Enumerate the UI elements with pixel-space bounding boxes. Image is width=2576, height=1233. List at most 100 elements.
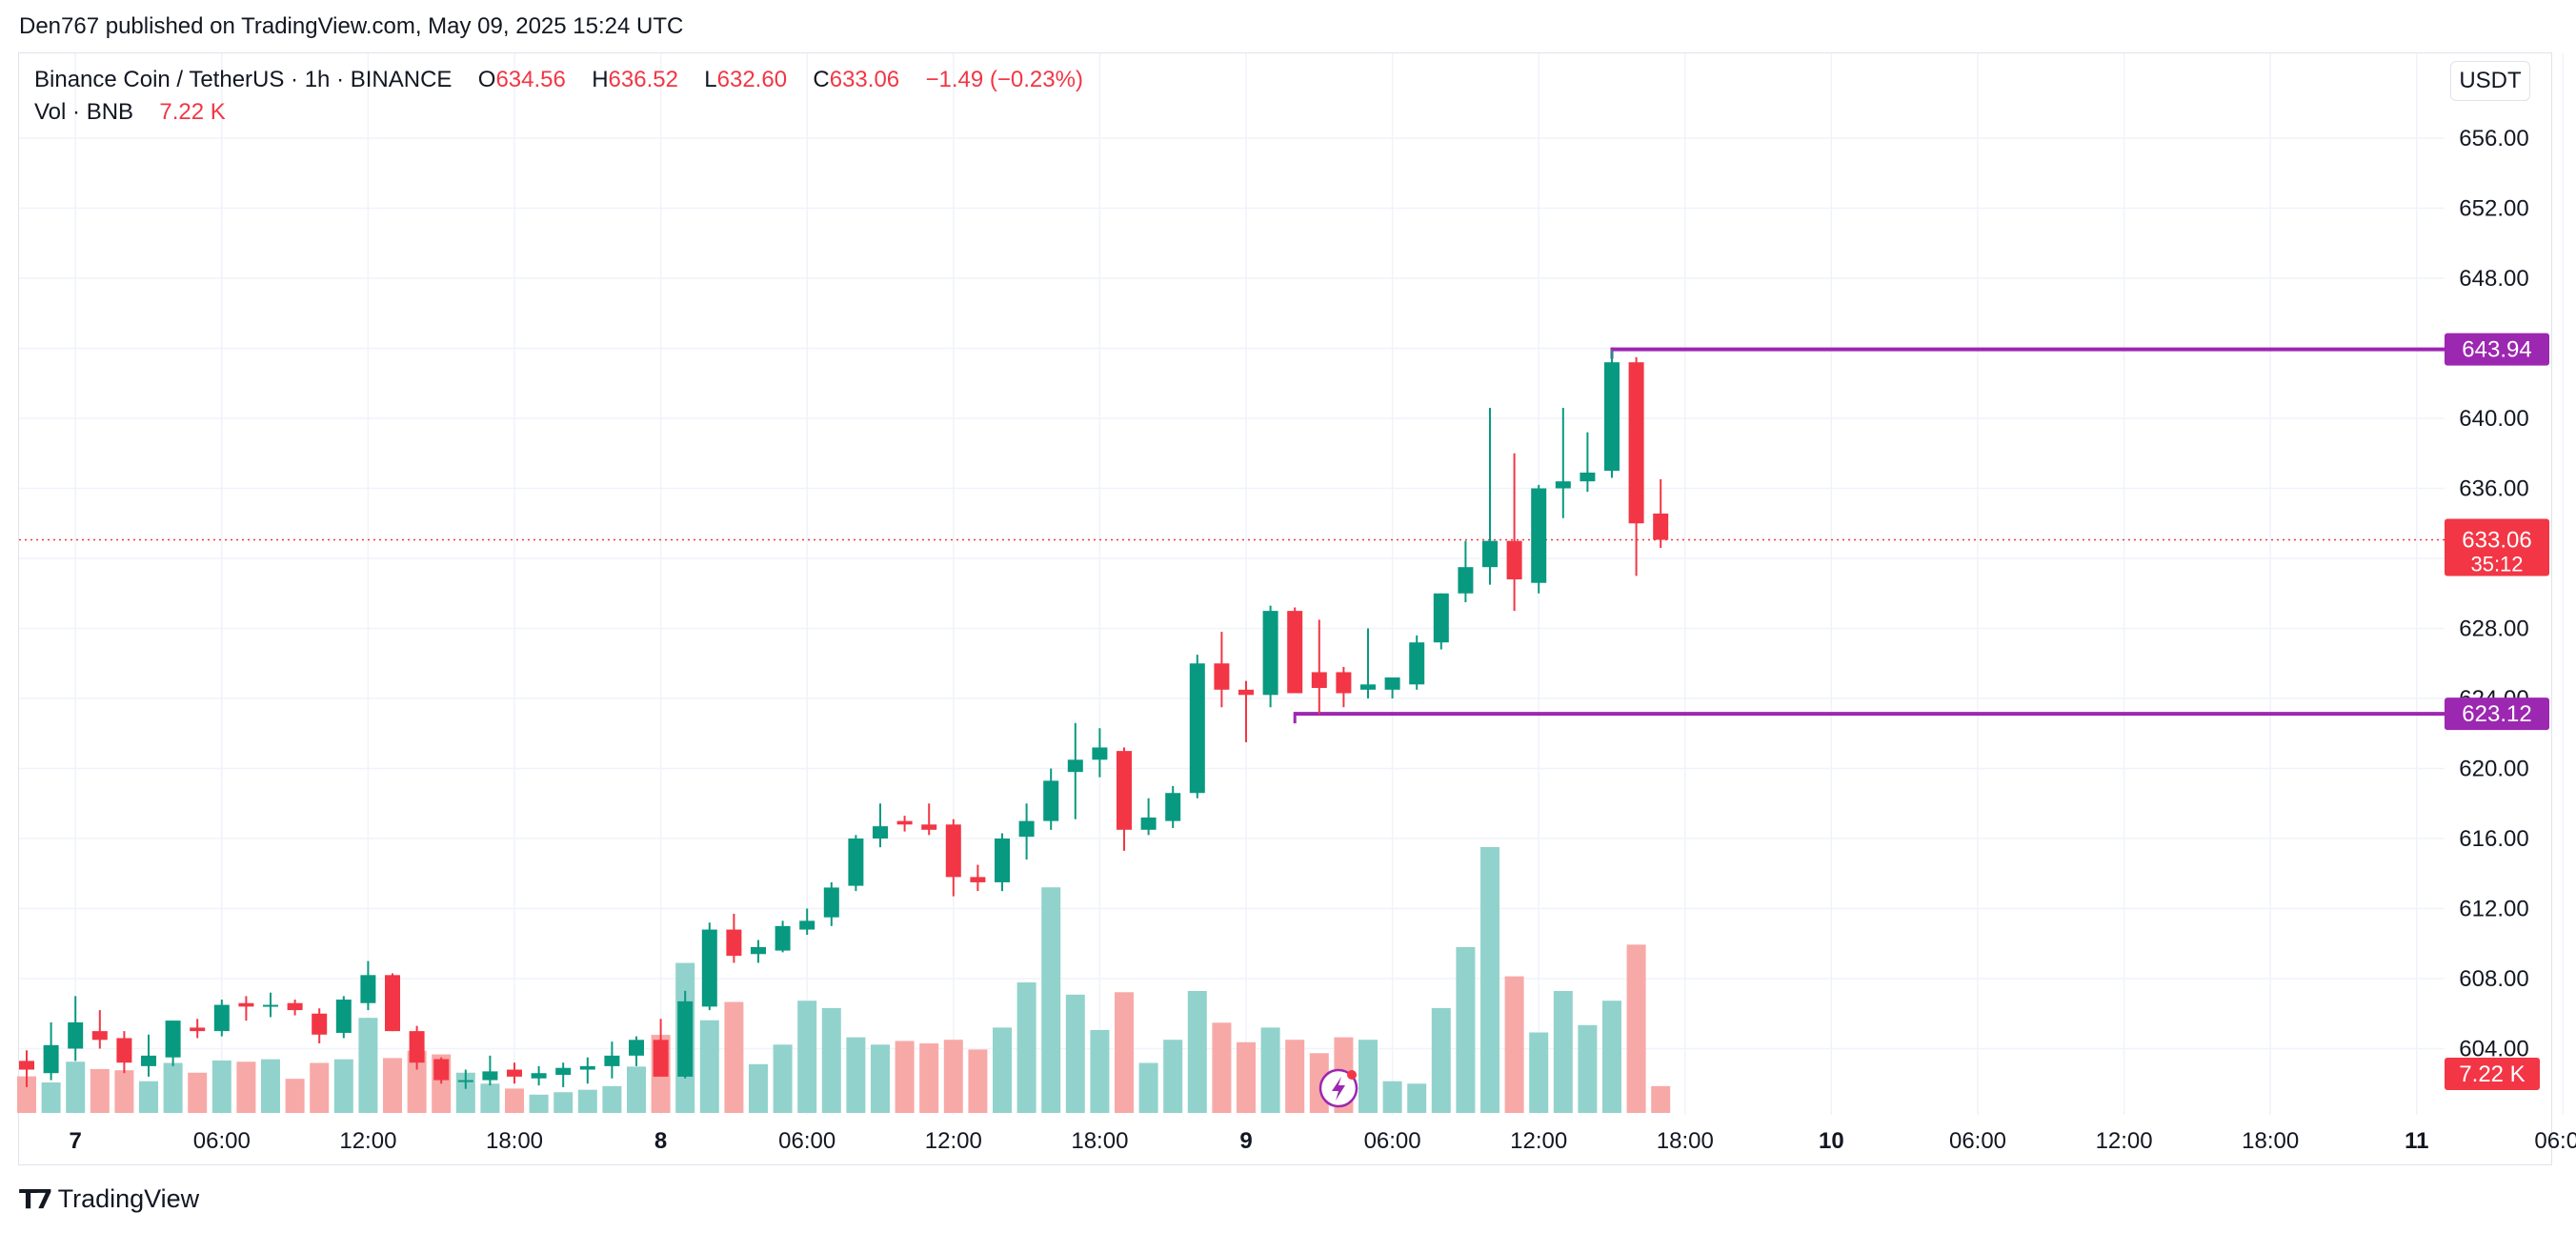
volume-bar <box>627 1066 646 1113</box>
candle-body <box>896 820 913 825</box>
tradingview-logo-icon: 𝗧𝟳 <box>19 1184 53 1214</box>
y-tick-label: 640.00 <box>2459 406 2528 432</box>
candle-body <box>1140 817 1157 830</box>
volume-bar <box>749 1063 768 1113</box>
published-header: Den767 published on TradingView.com, May… <box>19 13 684 39</box>
volume-tag-label: 7.22 K <box>2459 1061 2525 1087</box>
volume-bar <box>1553 991 1573 1113</box>
volume-legend: Vol · BNB 7.22 K <box>34 99 226 126</box>
volume-bar <box>1431 1007 1451 1113</box>
volume-bar <box>895 1041 915 1113</box>
volume-bar <box>1382 1081 1402 1113</box>
symbol-label[interactable]: Binance Coin / TetherUS · 1h · BINANCE <box>34 67 453 92</box>
x-tick-label: 06:00 <box>1949 1128 2006 1154</box>
volume-bar <box>724 1001 744 1113</box>
candle-body <box>482 1071 498 1081</box>
candle-body <box>629 1040 644 1056</box>
chart-frame[interactable] <box>18 52 2552 1165</box>
volume-bar <box>846 1037 866 1113</box>
x-tick-label: 8 <box>654 1128 667 1154</box>
candle-body <box>1360 684 1376 690</box>
volume-bar <box>139 1081 158 1113</box>
candle-body <box>238 1002 254 1007</box>
volume-bar <box>17 1076 36 1113</box>
volume-bar <box>211 1060 231 1113</box>
candle-body <box>1506 540 1522 580</box>
currency-button[interactable]: USDT <box>2450 61 2530 101</box>
candle-body <box>1287 611 1303 694</box>
x-tick-label: 12:00 <box>2096 1128 2153 1154</box>
candle-body <box>1043 780 1059 821</box>
candle-body <box>1092 747 1108 760</box>
volume-tag <box>2445 1058 2540 1090</box>
chart-grid <box>19 53 2565 1115</box>
level-price-tag <box>2445 333 2549 366</box>
y-tick-label: 652.00 <box>2459 196 2528 222</box>
volume-bar <box>333 1059 353 1113</box>
volume-bar <box>1529 1032 1549 1113</box>
y-tick-label: 608.00 <box>2459 966 2528 992</box>
candle-body <box>1336 672 1352 694</box>
candle-body <box>945 824 961 878</box>
y-tick-label: 636.00 <box>2459 476 2528 502</box>
volume-bar <box>90 1068 110 1113</box>
candle-body <box>848 839 864 886</box>
volume-bar <box>285 1079 305 1113</box>
change-value: −1.49 (−0.23%) <box>925 67 1083 92</box>
volume-bars <box>17 846 1671 1113</box>
candle-body <box>1458 567 1474 594</box>
lightning-icon <box>1318 1068 1358 1108</box>
chart-legend: Binance Coin / TetherUS · 1h · BINANCE O… <box>34 67 1083 93</box>
volume-bar <box>505 1088 524 1113</box>
volume-bar <box>114 1070 134 1113</box>
x-tick-label: 06:00 <box>778 1128 835 1154</box>
volume-bar <box>188 1072 208 1113</box>
volume-bar <box>261 1059 280 1113</box>
candle-body <box>507 1069 522 1077</box>
volume-bar <box>1602 1001 1621 1113</box>
volume-bar <box>236 1061 256 1113</box>
last-price-tag <box>2445 518 2549 576</box>
x-tick-label: 18:00 <box>486 1128 543 1154</box>
candle-body <box>263 1004 278 1007</box>
candle-body <box>1384 677 1400 690</box>
candle-body <box>190 1027 206 1032</box>
volume-bar <box>407 1050 427 1113</box>
brand-label: TradingView <box>57 1184 200 1213</box>
tradingview-logo[interactable]: 𝗧𝟳 TradingView <box>19 1183 199 1215</box>
x-tick-label: 18:00 <box>2242 1128 2299 1154</box>
volume-bar <box>1115 992 1134 1113</box>
volume-label[interactable]: Vol · BNB <box>34 99 134 125</box>
close-value: 633.06 <box>829 67 900 92</box>
high-value: 636.52 <box>608 67 678 92</box>
candle-body <box>335 1000 352 1033</box>
candle-body <box>1409 642 1425 685</box>
level-price-label: 643.94 <box>2462 337 2531 363</box>
volume-bar <box>1260 1027 1280 1113</box>
candle-body <box>823 887 839 918</box>
volume-bar <box>529 1094 549 1113</box>
low-label: L <box>704 67 717 92</box>
candle-body <box>970 877 986 882</box>
candle-body <box>1067 759 1083 773</box>
y-tick-label: 628.00 <box>2459 616 2528 642</box>
candle-body <box>1189 663 1205 794</box>
candle-body <box>1117 751 1132 830</box>
volume-bar <box>1358 1040 1378 1113</box>
candle-body <box>116 1038 132 1063</box>
volume-bar <box>553 1092 574 1113</box>
volume-bar <box>1187 991 1207 1113</box>
candle-body <box>1165 793 1181 821</box>
candle-body <box>995 839 1010 882</box>
volume-bar <box>1504 976 1524 1113</box>
candle-body <box>1653 513 1669 540</box>
high-label: H <box>592 67 609 92</box>
candle-body <box>1555 481 1571 489</box>
volume-bar <box>602 1085 622 1113</box>
candle-body <box>385 975 400 1032</box>
level-price-tag <box>2445 697 2549 731</box>
volume-bar <box>919 1043 939 1113</box>
candles <box>19 350 1669 1089</box>
